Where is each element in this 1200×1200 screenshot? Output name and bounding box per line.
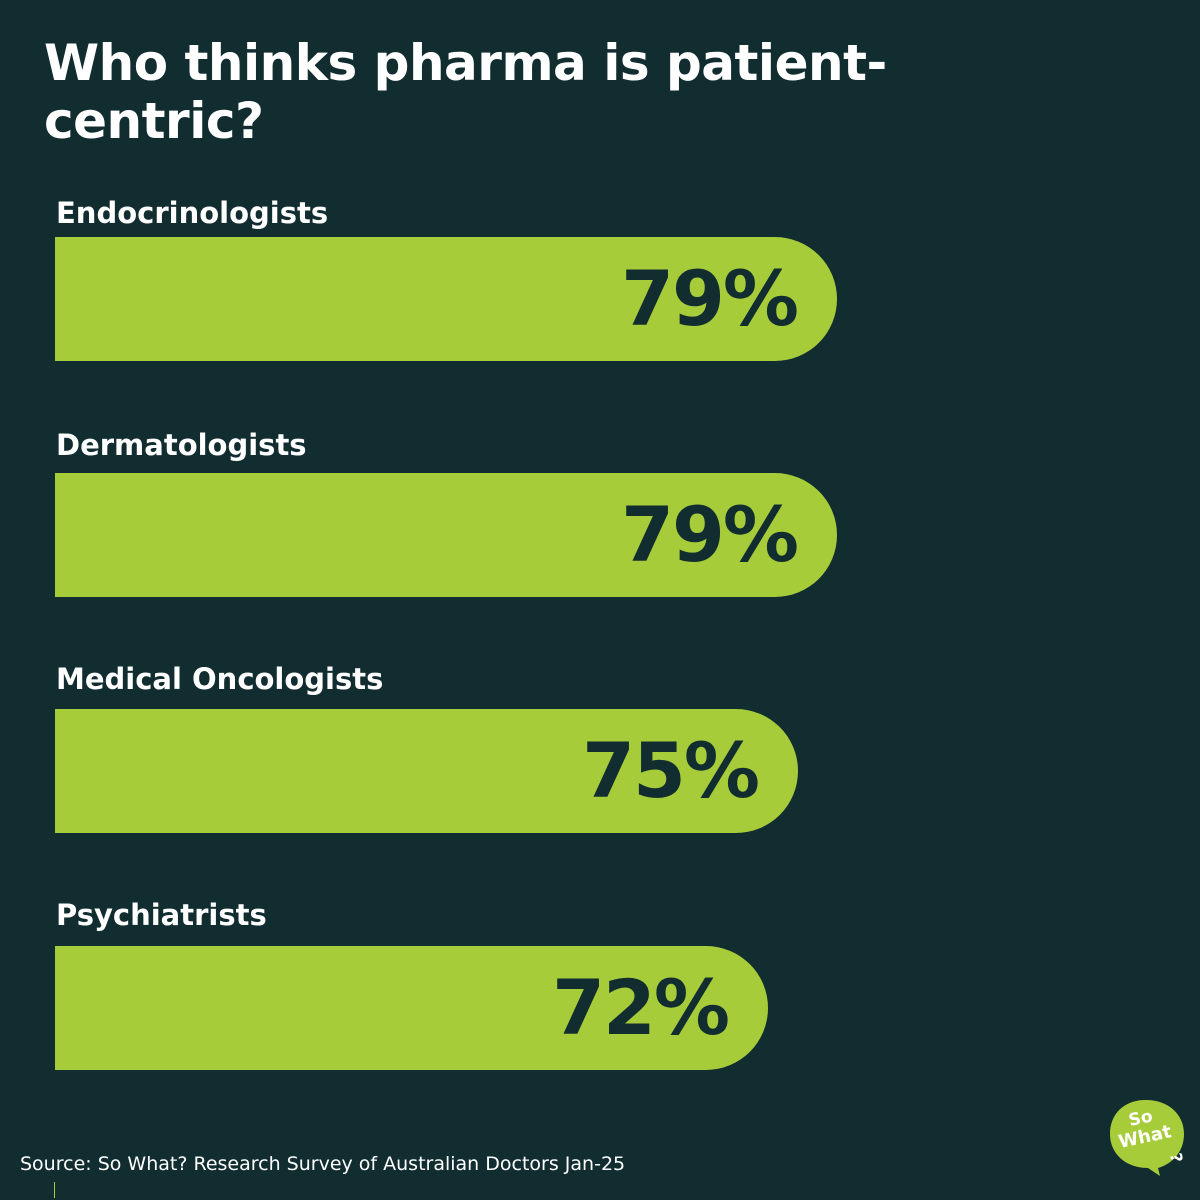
category-label: Endocrinologists (56, 196, 329, 230)
bar: 75% (55, 709, 798, 833)
source-note: Source: So What? Research Survey of Aust… (20, 1153, 626, 1175)
bar-value-label: 72% (552, 963, 730, 1052)
logo-question-mark: ? (1166, 1151, 1186, 1163)
category-label: Dermatologists (56, 428, 307, 462)
speech-bubble-icon (1110, 1100, 1184, 1176)
logo-text-so: So (1127, 1106, 1155, 1131)
bar: 72% (55, 946, 768, 1070)
bar-value-label: 75% (582, 726, 760, 815)
edge-tick (54, 1182, 55, 1198)
chart-title: Who thinks pharma is patient-centric? (44, 34, 887, 150)
bar-value-label: 79% (621, 490, 799, 579)
category-label: Psychiatrists (56, 898, 267, 932)
so-what-logo: So What ? (1110, 1100, 1186, 1176)
bar-value-label: 79% (621, 254, 799, 343)
category-label: Medical Oncologists (56, 662, 384, 696)
bar: 79% (55, 237, 837, 361)
bar: 79% (55, 473, 837, 597)
